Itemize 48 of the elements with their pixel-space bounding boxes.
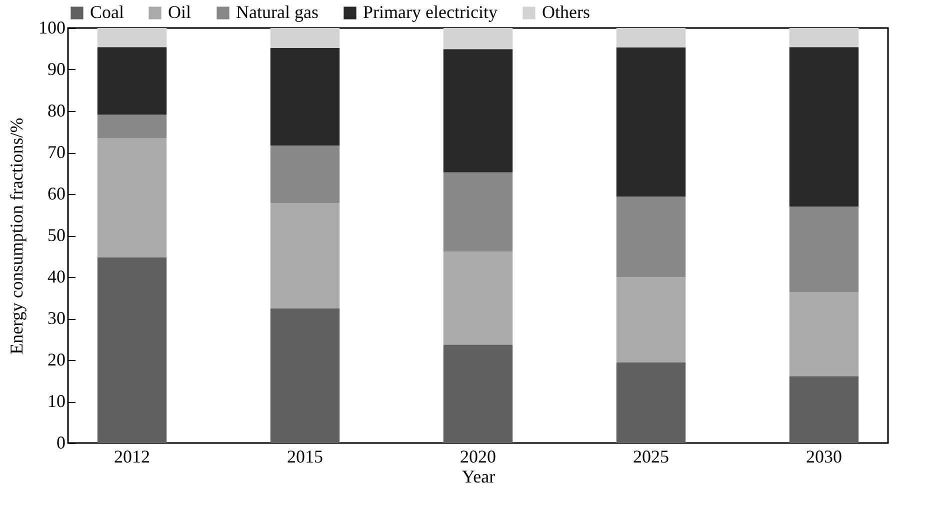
bar [443,172,513,252]
bar [789,292,859,376]
bar [97,257,167,443]
legend-label: Coal [90,2,124,22]
bar [97,114,167,138]
bar [443,344,513,443]
bar [97,138,167,258]
y-tick-label: 10 [48,391,66,411]
x-tick-label: 2015 [287,446,324,466]
y-tick-label: 90 [48,59,66,79]
legend-label: Oil [168,2,192,22]
x-axis-title: Year [462,466,496,486]
y-axis-title: Energy consumption fractions/% [6,118,26,354]
bar [270,308,340,443]
bar [270,28,340,48]
legend-label: Primary electricity [363,2,498,22]
bar [270,145,340,204]
x-tick-label: 2030 [806,446,842,466]
bar [443,252,513,345]
y-tick-label: 0 [56,432,66,452]
bar [616,277,686,362]
y-tick-label: 80 [48,100,66,120]
bar [616,196,686,277]
y-tick-label: 60 [48,184,66,204]
bar [616,362,686,443]
x-tick-label: 2020 [460,446,496,466]
x-tick-label: 2025 [632,446,669,466]
y-tick-label: 100 [38,18,66,38]
y-tick-label: 40 [48,266,66,286]
bar [616,28,686,48]
y-tick-label: 30 [48,308,66,328]
y-tick-label: 70 [48,142,66,162]
bar [97,47,167,115]
legend-label: Others [542,2,590,22]
bar [789,47,859,206]
x-tick-label: 2012 [114,446,150,466]
bar [270,203,340,309]
y-tick-label: 20 [48,350,66,370]
bar [789,376,859,443]
bar [789,28,859,48]
bar [443,28,513,50]
legend-label: Natural gas [236,2,318,22]
y-tick-label: 50 [48,225,66,245]
bar [616,48,686,196]
bar [789,206,859,292]
bar [270,48,340,146]
bar [443,49,513,172]
bar [97,28,167,48]
